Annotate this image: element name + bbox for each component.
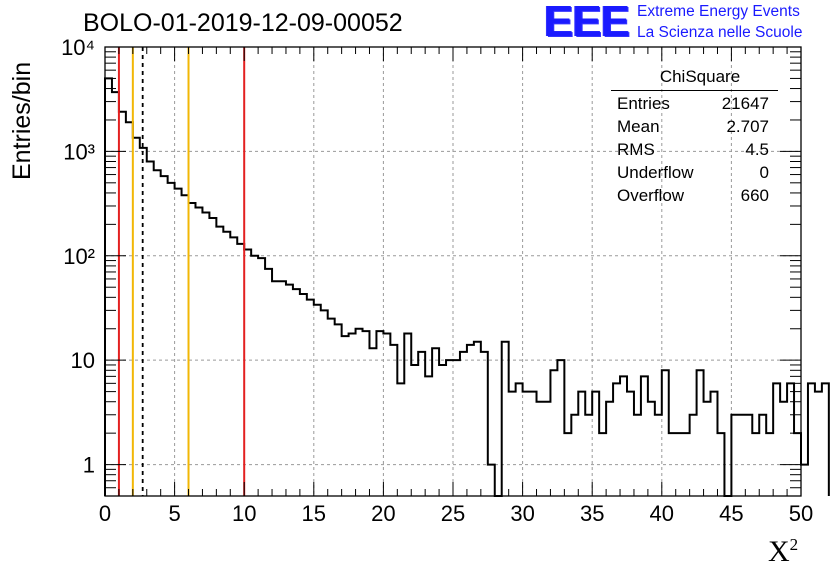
x-tick-label: 25 [441,501,465,526]
reference-lines [117,47,246,496]
x-tick-labels: 0 5 10 15 20 25 30 35 40 45 50 [99,501,813,526]
y-tick-label: 10³ [63,139,95,164]
y-tick-label: 10 [71,348,95,373]
stats-value: 2.707 [726,117,769,136]
x-tick-label: 45 [719,501,743,526]
stats-row-overflow: Overflow 660 [611,184,781,207]
stats-key: Overflow [617,186,685,205]
histogram-series [104,77,830,497]
x-tick-label: 15 [302,501,326,526]
stats-key: RMS [617,140,655,159]
y-tick-label: 10² [63,244,95,269]
eee-logo: EEE [544,0,630,46]
x-tick-label: 30 [510,501,534,526]
x-tick-label: 20 [371,501,395,526]
x-tick-label: 0 [99,501,111,526]
stats-key: Underflow [617,163,694,182]
stats-key: Mean [617,117,660,136]
brand-name: Extreme Energy Events [637,3,800,20]
histogram-step-line [104,77,830,497]
axis-ticks [104,46,802,497]
stats-row-rms: RMS 4.5 [611,138,781,161]
stats-box: ChiSquare Entries 21647 Mean 2.707 RMS 4.5 Und… [611,67,781,205]
stats-title: ChiSquare [659,67,741,86]
x-tick-label: 40 [650,501,674,526]
chart-title: BOLO-01-2019-12-09-00052 [83,9,403,37]
y-tick-label: 1 [83,453,95,478]
y-axis-label: Entries/bin [8,61,36,180]
stats-value: 4.5 [745,140,769,159]
x-tick-label: 35 [580,501,604,526]
y-tick-labels: 1 10 10² 10³ 10⁴ [61,35,95,478]
stats-divider [611,90,778,91]
stats-row-underflow: Underflow 0 [611,161,781,184]
stats-row-mean: Mean 2.707 [611,115,781,138]
stats-row-entries: Entries 21647 [611,92,781,115]
y-tick-label: 10⁴ [61,35,95,60]
x-tick-label: 10 [232,501,256,526]
stats-rows: Entries 21647 Mean 2.707 RMS 4.5 Underflow 0 Ove… [611,92,781,207]
x-axis-label: X2 [768,535,799,568]
stats-value: 660 [740,186,769,205]
stats-value: 21647 [721,94,769,113]
stats-key: Entries [617,94,670,113]
stats-value: 0 [759,163,769,182]
x-tick-label: 5 [168,501,180,526]
x-tick-label: 50 [789,501,813,526]
brand-tagline: La Scienza nelle Scuole [637,24,803,41]
